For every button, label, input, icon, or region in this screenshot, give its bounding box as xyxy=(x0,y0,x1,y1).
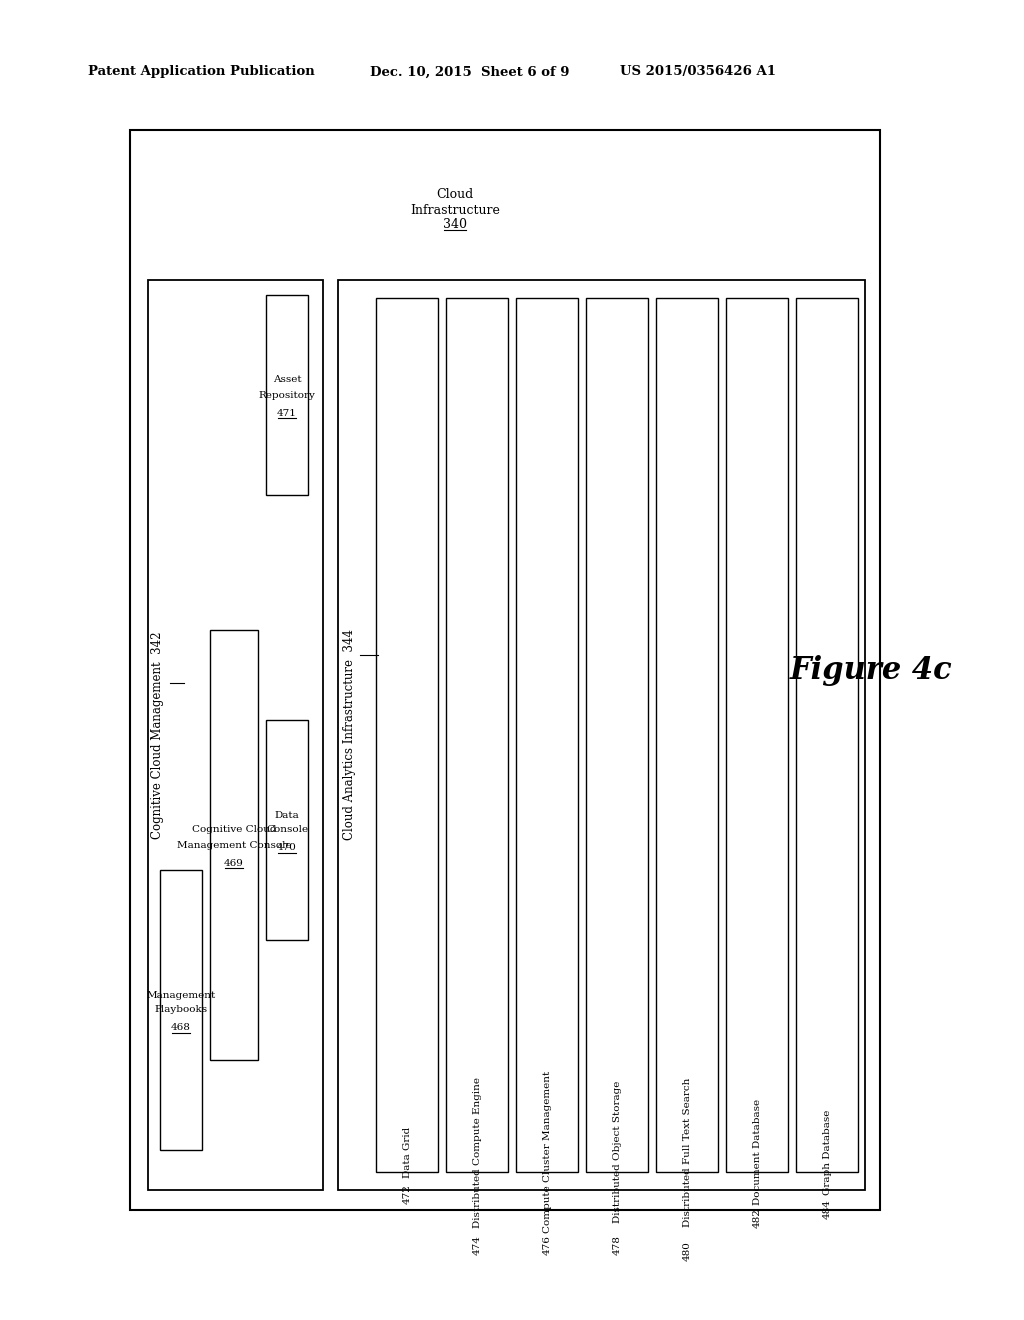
Text: Figure 4c: Figure 4c xyxy=(790,655,952,685)
Text: 484: 484 xyxy=(822,1199,831,1218)
Text: Distributed Full Text Search: Distributed Full Text Search xyxy=(683,1077,691,1226)
Text: Graph Database: Graph Database xyxy=(822,1109,831,1195)
Text: Document Database: Document Database xyxy=(753,1100,762,1205)
Text: Management: Management xyxy=(146,990,216,999)
Text: 474: 474 xyxy=(472,1236,481,1255)
Text: Cognitive Cloud Management  342: Cognitive Cloud Management 342 xyxy=(152,631,165,838)
Text: Infrastructure: Infrastructure xyxy=(410,203,500,216)
Bar xyxy=(586,298,648,1172)
Text: 472: 472 xyxy=(402,1184,412,1204)
Text: 340: 340 xyxy=(443,219,467,231)
Text: 476: 476 xyxy=(543,1236,552,1255)
Text: Repository: Repository xyxy=(259,391,315,400)
Text: Patent Application Publication: Patent Application Publication xyxy=(88,66,314,78)
Text: Compute Cluster Management: Compute Cluster Management xyxy=(543,1071,552,1233)
Text: Distributed Object Storage: Distributed Object Storage xyxy=(612,1081,622,1224)
Bar xyxy=(376,298,438,1172)
Text: 471: 471 xyxy=(278,408,297,417)
Bar xyxy=(796,298,858,1172)
Text: Playbooks: Playbooks xyxy=(155,1006,208,1015)
Bar xyxy=(656,298,718,1172)
Text: Cloud Analytics Infrastructure  344: Cloud Analytics Infrastructure 344 xyxy=(343,630,356,841)
Bar xyxy=(130,129,880,1210)
Bar xyxy=(726,298,788,1172)
Text: 482: 482 xyxy=(753,1208,762,1228)
Text: Cloud: Cloud xyxy=(436,189,474,202)
Bar xyxy=(338,280,865,1191)
Bar xyxy=(210,630,258,1060)
Bar xyxy=(446,298,508,1172)
Bar xyxy=(266,719,308,940)
Text: 469: 469 xyxy=(224,858,244,867)
Text: Data: Data xyxy=(274,810,299,820)
Text: 480: 480 xyxy=(683,1241,691,1261)
Text: US 2015/0356426 A1: US 2015/0356426 A1 xyxy=(620,66,776,78)
Text: Asset: Asset xyxy=(272,375,301,384)
Text: Distributed Compute Engine: Distributed Compute Engine xyxy=(472,1077,481,1228)
Bar xyxy=(516,298,578,1172)
Text: Management Console: Management Console xyxy=(177,841,291,850)
Bar xyxy=(266,294,308,495)
Text: 470: 470 xyxy=(278,843,297,853)
Text: Dec. 10, 2015  Sheet 6 of 9: Dec. 10, 2015 Sheet 6 of 9 xyxy=(370,66,569,78)
Text: Cognitive Cloud: Cognitive Cloud xyxy=(191,825,276,834)
Bar xyxy=(160,870,202,1150)
Text: 468: 468 xyxy=(171,1023,190,1032)
Bar xyxy=(148,280,323,1191)
Text: Data Grid: Data Grid xyxy=(402,1126,412,1177)
Text: Console: Console xyxy=(266,825,308,834)
Text: 478: 478 xyxy=(612,1236,622,1255)
